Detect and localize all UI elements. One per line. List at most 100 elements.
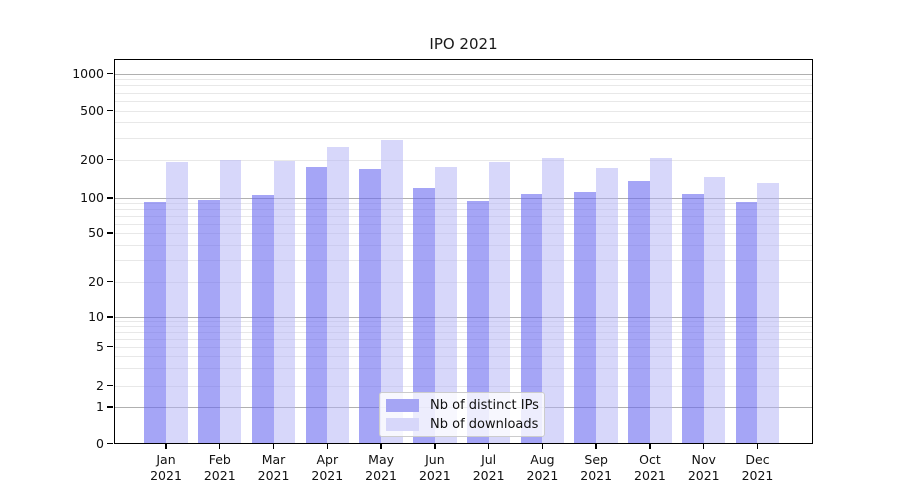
gridline-minor <box>114 368 813 370</box>
y-axis-tick <box>107 158 113 161</box>
y-axis-tick <box>107 232 113 234</box>
chart-title: IPO 2021 <box>429 35 498 53</box>
bar-downloads <box>381 140 403 444</box>
x-label-month: Apr <box>316 452 339 467</box>
y-axis-tick <box>107 72 113 75</box>
gridline-minor <box>114 233 813 234</box>
y-axis-tick <box>107 442 113 445</box>
gridline-major <box>114 73 813 75</box>
gridline-minor <box>114 92 813 94</box>
legend-label-distinct-ips: Nb of distinct IPs <box>430 397 539 413</box>
y-axis-tick <box>107 197 113 199</box>
x-axis-tick <box>219 443 221 449</box>
x-label-month: Sep <box>584 452 608 467</box>
y-axis-tick-label: 0 <box>96 435 104 451</box>
gridline-minor <box>114 338 813 340</box>
y-axis-tick-label: 500 <box>80 102 104 118</box>
x-label-month: Jul <box>481 452 497 467</box>
x-axis-tick <box>703 443 705 449</box>
legend: Nb of distinct IPs Nb of downloads <box>379 392 545 437</box>
x-label-year: 2021 <box>365 468 397 483</box>
x-label-year: 2021 <box>257 468 290 483</box>
gridline-minor <box>114 321 813 323</box>
legend-row-distinct-ips: Nb of distinct IPs <box>386 397 539 413</box>
x-label-month: Mar <box>261 452 286 467</box>
x-label-month: May <box>368 452 394 467</box>
y-axis-tick <box>107 109 113 112</box>
gridline-major <box>114 198 813 199</box>
bar-downloads <box>488 162 511 444</box>
gridline-minor <box>114 326 813 328</box>
bar-downloads <box>219 159 242 444</box>
x-axis-tick <box>380 443 382 449</box>
x-label-year: 2021 <box>741 468 774 483</box>
x-label-month: Nov <box>691 452 716 467</box>
legend-row-downloads: Nb of downloads <box>386 417 538 432</box>
y-axis-tick-label: 1000 <box>72 65 104 81</box>
bar-downloads <box>327 147 349 444</box>
y-axis-tick <box>107 316 113 318</box>
bar-downloads <box>703 177 726 444</box>
x-axis-tick-label: Oct 2021 <box>622 452 678 484</box>
gridline-minor <box>114 209 813 211</box>
x-label-month: Dec <box>745 452 770 467</box>
x-label-month: Jan <box>156 452 176 467</box>
bar-downloads <box>649 158 672 444</box>
gridline-minor <box>114 244 813 246</box>
y-axis-tick-label: 20 <box>88 273 104 289</box>
x-label-year: 2021 <box>472 468 505 483</box>
gridline-minor <box>114 346 813 348</box>
gridline-minor <box>114 223 813 225</box>
x-label-year: 2021 <box>203 468 236 483</box>
x-axis-tick <box>541 443 544 449</box>
bars-layer <box>114 59 813 444</box>
bar-downloads <box>596 168 618 444</box>
bar-downloads <box>434 167 457 444</box>
x-axis-tick <box>595 443 597 449</box>
bar-downloads <box>166 162 188 444</box>
gridline-minor <box>114 79 813 81</box>
x-axis-tick <box>434 443 436 449</box>
x-label-month: Oct <box>639 452 661 467</box>
plot-area <box>114 59 813 444</box>
gridline-major <box>114 317 813 318</box>
x-label-year: 2021 <box>311 468 344 483</box>
x-label-year: 2021 <box>418 468 451 483</box>
x-label-year: 2021 <box>580 468 613 483</box>
y-axis-tick <box>107 384 113 387</box>
x-axis-tick-label: Mar 2021 <box>246 452 302 484</box>
gridline-minor <box>114 203 813 205</box>
x-label-year: 2021 <box>687 468 720 483</box>
legend-swatch-downloads <box>386 417 419 431</box>
x-label-month: Aug <box>530 452 555 467</box>
y-axis-tick <box>107 345 113 348</box>
x-label-year: 2021 <box>150 468 182 483</box>
x-axis-tick-label: Jan 2021 <box>138 452 194 484</box>
bar-distinct-ips <box>735 201 758 444</box>
gridline-minor <box>114 385 813 387</box>
x-axis-tick <box>165 443 167 449</box>
bar-distinct-ips <box>198 199 220 444</box>
gridline-minor <box>114 260 813 262</box>
bar-distinct-ips <box>413 187 435 444</box>
gridline-minor <box>114 159 813 161</box>
gridline-minor <box>114 122 813 124</box>
bar-downloads <box>757 183 780 444</box>
bar-distinct-ips <box>682 194 704 444</box>
gridline-minor <box>114 281 813 283</box>
legend-swatch-distinct-ips <box>386 398 419 412</box>
x-axis-tick <box>487 443 490 449</box>
x-axis-tick <box>326 443 328 449</box>
y-axis-tick-label: 100 <box>80 190 104 205</box>
x-axis-tick <box>649 443 651 449</box>
x-axis-tick-label: Apr 2021 <box>299 452 355 484</box>
bar-distinct-ips <box>144 201 166 444</box>
gridline-minor <box>114 85 813 87</box>
bar-distinct-ips <box>251 195 274 444</box>
x-label-month: Jun <box>425 452 445 467</box>
bar-downloads <box>542 157 565 444</box>
bar-distinct-ips <box>574 191 597 444</box>
legend-label-downloads: Nb of downloads <box>430 416 539 432</box>
y-axis-tick-label: 200 <box>80 151 104 167</box>
